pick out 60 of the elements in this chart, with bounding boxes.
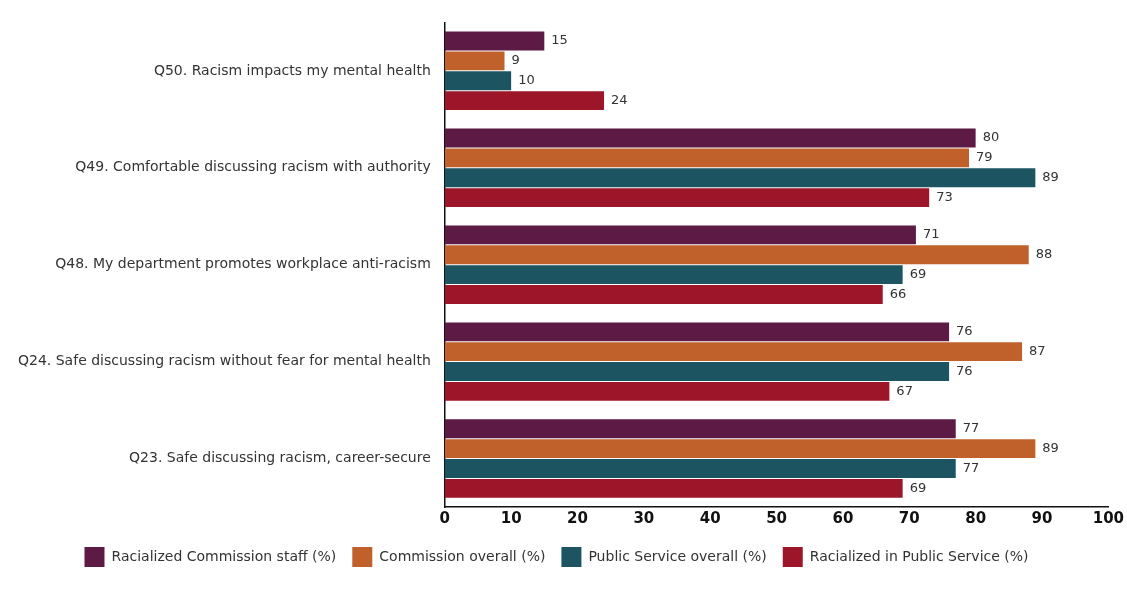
x-tick-label: 50 — [766, 508, 787, 527]
data-label: 77 — [962, 420, 980, 436]
data-label: 76 — [956, 362, 973, 378]
data-label: 69 — [909, 266, 927, 282]
data-label: 9 — [511, 52, 520, 68]
y-tick-label: Q24. Safe discussing racism without fear for mental health — [18, 352, 431, 369]
y-tick-label: Q48. My department promotes workplace anti-racism — [55, 255, 431, 272]
bar — [444, 31, 545, 51]
bar — [444, 322, 950, 342]
legend-label: Racialized in Public Service (%) — [809, 547, 1029, 564]
data-label: 79 — [976, 149, 993, 165]
data-label: 66 — [889, 285, 907, 301]
data-label: 24 — [611, 92, 628, 108]
data-label: 69 — [909, 479, 927, 495]
data-label: 76 — [956, 323, 973, 339]
x-tick-label: 90 — [1031, 508, 1053, 527]
y-tick-label: Q50. Racism impacts my mental health — [153, 61, 431, 78]
x-tick-label: 60 — [832, 508, 854, 527]
y-tick-label: Q49. Comfortable discussing racism with authority — [75, 158, 431, 175]
bar — [444, 225, 916, 245]
bar — [444, 362, 950, 381]
bar — [444, 285, 883, 304]
x-tick-label: 10 — [500, 508, 522, 527]
data-label: 71 — [922, 226, 940, 242]
data-label: 89 — [1042, 169, 1059, 185]
bar — [444, 148, 969, 168]
x-tick-label: 40 — [699, 508, 721, 527]
data-label: 89 — [1042, 439, 1059, 455]
x-tick-label: 100 — [1092, 508, 1124, 527]
data-label: 80 — [982, 129, 1000, 145]
legend-label: Commission overall (%) — [379, 547, 546, 564]
x-tick-label: 30 — [633, 508, 655, 527]
bar — [444, 91, 605, 111]
bar — [444, 381, 890, 401]
bar — [444, 459, 956, 478]
legend-label: Public Service overall (%) — [588, 547, 767, 564]
data-label: 15 — [551, 32, 568, 48]
data-label: 87 — [1029, 343, 1046, 359]
bar — [444, 419, 956, 439]
bar — [444, 245, 1029, 265]
bar — [444, 128, 976, 148]
y-tick-label: Q23. Safe discussing racism, career-secure — [129, 449, 431, 466]
data-label: 88 — [1035, 246, 1053, 262]
bar — [444, 168, 1036, 188]
data-label: 77 — [962, 459, 980, 475]
bar — [444, 51, 505, 71]
legend-label: Racialized Commission staff (%) — [111, 547, 337, 564]
bar — [444, 342, 1023, 362]
data-label: 10 — [518, 72, 535, 88]
bar — [444, 478, 903, 498]
x-tick-label: 70 — [898, 508, 920, 527]
bar — [444, 265, 903, 285]
x-tick-label: 80 — [965, 508, 987, 527]
bar — [444, 188, 930, 208]
x-tick-label: 0 — [439, 508, 450, 527]
bar — [444, 71, 512, 91]
x-tick-label: 20 — [567, 508, 588, 527]
data-label: 67 — [896, 382, 913, 398]
bar — [444, 439, 1036, 459]
data-label: 73 — [936, 188, 953, 204]
